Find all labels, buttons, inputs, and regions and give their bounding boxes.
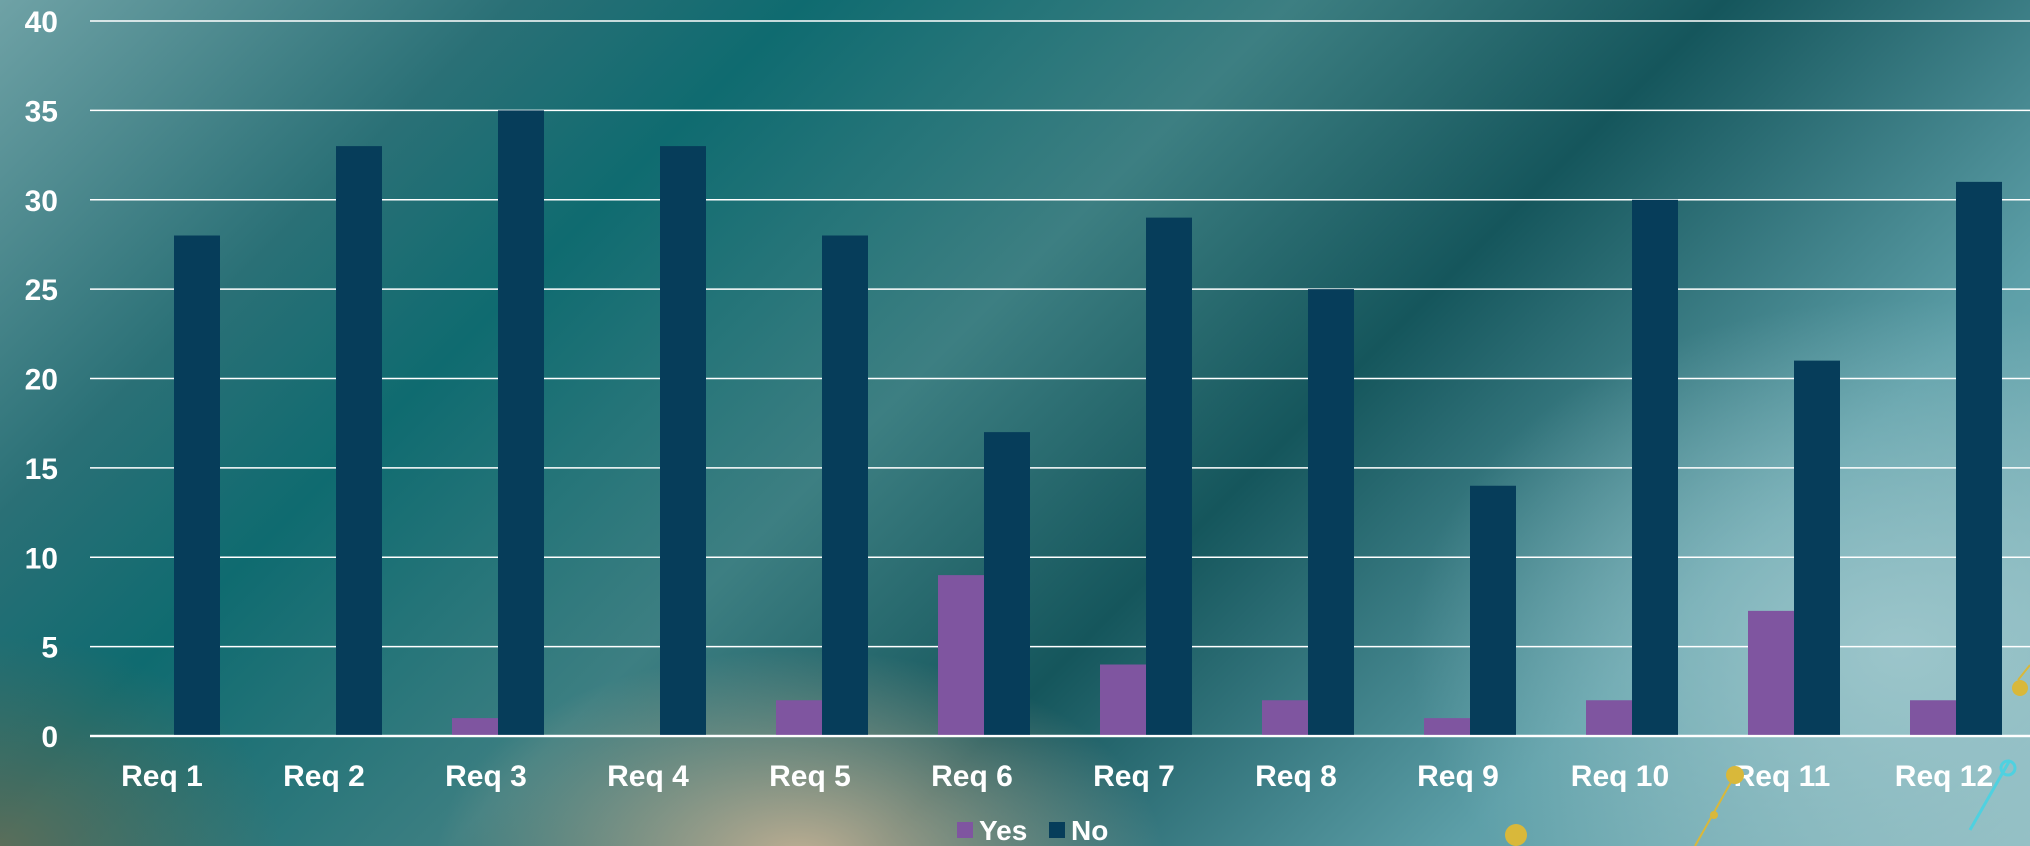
y-tick-label: 25 [25, 274, 58, 307]
y-tick-label: 30 [25, 185, 58, 218]
bar-no-req-3 [498, 110, 544, 736]
x-tick-label: Req 3 [445, 760, 527, 793]
legend-swatch-yes [957, 822, 973, 838]
bar-no-req-5 [822, 235, 868, 736]
bar-no-req-2 [336, 146, 382, 736]
x-tick-label: Req 2 [283, 760, 365, 793]
bar-yes-req-12 [1910, 700, 1956, 736]
decorative-dot [1726, 766, 1744, 784]
legend: Yes No [957, 815, 1108, 846]
decorative-dot [2012, 680, 2028, 696]
x-tick-label: Req 5 [769, 760, 851, 793]
x-tick-label: Req 12 [1895, 760, 1993, 793]
y-tick-label: 35 [25, 95, 58, 128]
bar-yes-req-9 [1424, 718, 1470, 736]
x-tick-label: Req 1 [121, 760, 203, 793]
decorative-dot [1505, 824, 1527, 846]
decorative-ring [1999, 759, 2017, 777]
bar-yes-req-8 [1262, 700, 1308, 736]
x-tick-label: Req 10 [1571, 760, 1669, 793]
bar-no-req-4 [660, 146, 706, 736]
bar-no-req-6 [984, 432, 1030, 736]
bar-no-req-7 [1146, 217, 1192, 736]
legend-label-yes: Yes [979, 815, 1027, 846]
bar-yes-req-5 [776, 700, 822, 736]
decorative-connector-graphics [1505, 664, 2030, 846]
x-tick-label: Req 4 [607, 760, 689, 793]
y-tick-label: 0 [41, 721, 58, 754]
x-tick-label: Req 7 [1093, 760, 1175, 793]
x-tick-label: Req 6 [931, 760, 1013, 793]
x-tick-label: Req 11 [1734, 760, 1831, 793]
bar-yes-req-7 [1100, 664, 1146, 736]
y-tick-label: 5 [41, 632, 58, 665]
x-tick-label: Req 9 [1417, 760, 1499, 793]
y-tick-label: 10 [25, 542, 58, 575]
x-tick-label: Req 8 [1255, 760, 1337, 793]
legend-label-no: No [1071, 815, 1108, 846]
x-axis-ticks: Req 1 Req 2 Req 3 Req 4 Req 5 Req 6 Req 7 Req 8… [121, 760, 1993, 793]
legend-swatch-no [1049, 822, 1065, 838]
bar-no-req-9 [1470, 485, 1516, 736]
y-tick-label: 40 [25, 6, 58, 39]
bar-no-req-1 [174, 235, 220, 736]
y-tick-label: 20 [25, 364, 58, 397]
bar-no-req-12 [1956, 181, 2002, 736]
decorative-dot [1710, 811, 1718, 819]
bar-yes-req-6 [938, 575, 984, 736]
bar-no-req-8 [1308, 289, 1354, 736]
bar-yes-req-3 [452, 718, 498, 736]
bar-no-req-10 [1632, 199, 1678, 736]
y-tick-label: 15 [25, 453, 58, 486]
y-axis-ticks: 0 5 10 15 20 25 30 35 40 [25, 6, 58, 754]
bars [90, 110, 2030, 738]
bar-yes-req-10 [1586, 700, 1632, 736]
bar-no-req-11 [1794, 360, 1840, 736]
bar-yes-req-11 [1748, 610, 1794, 736]
